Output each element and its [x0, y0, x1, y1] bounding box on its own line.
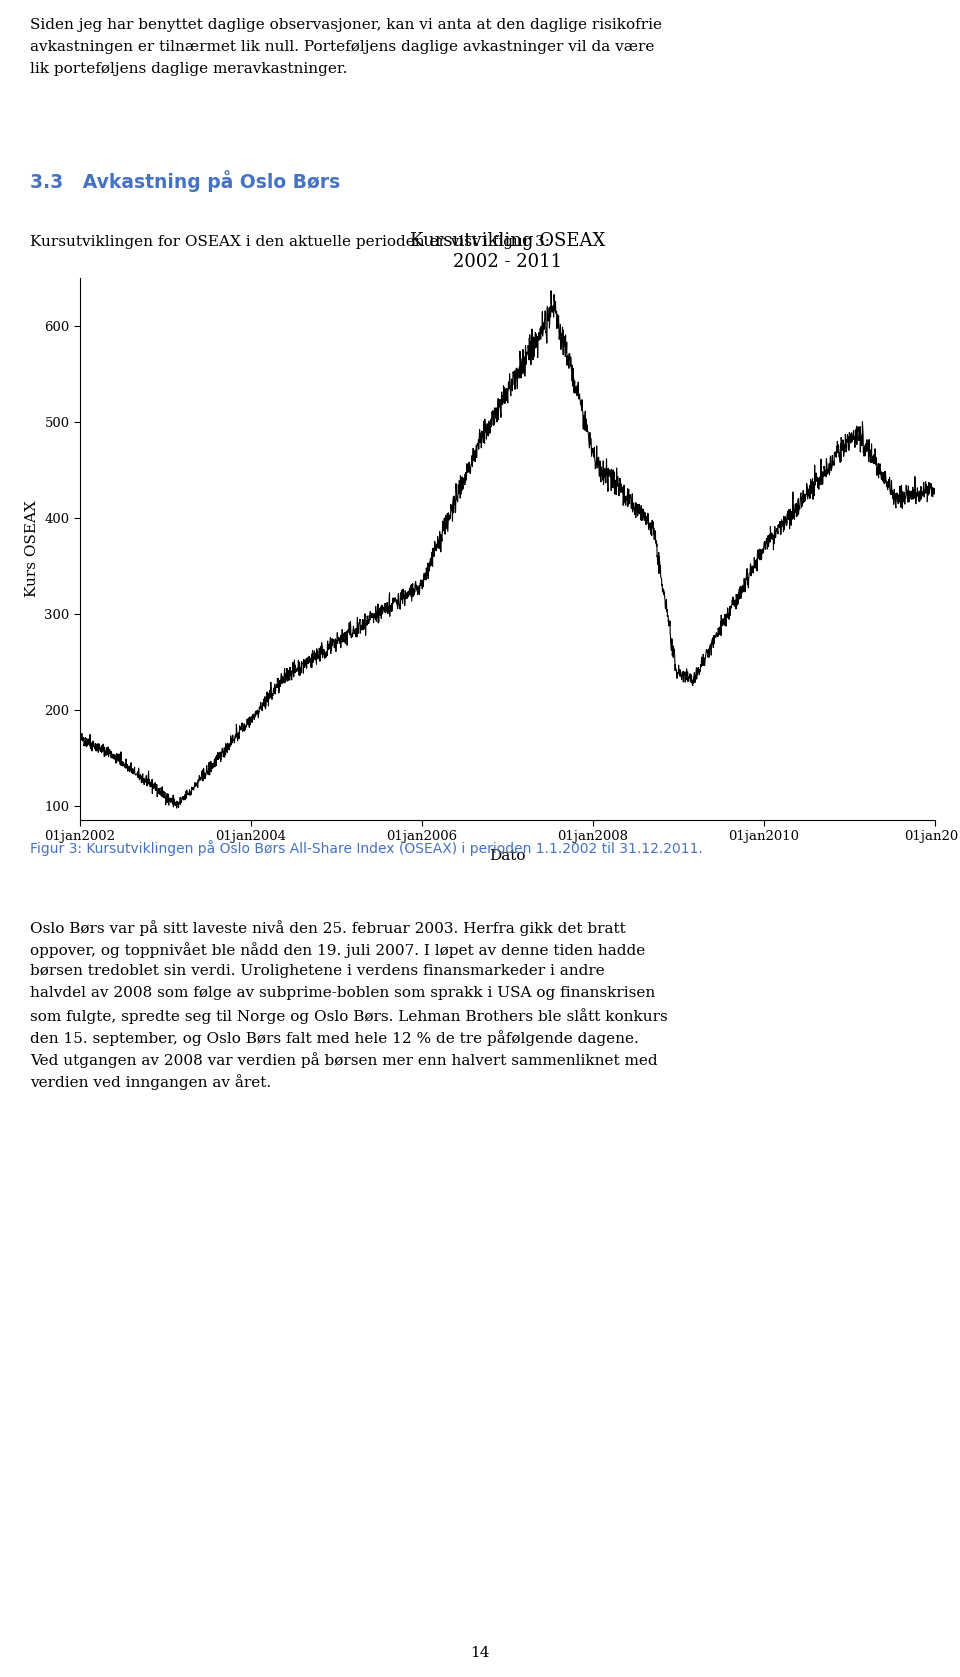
- Text: halvdel av 2008 som følge av subprime-boblen som sprakk i USA og finanskrisen: halvdel av 2008 som følge av subprime-bo…: [30, 986, 656, 999]
- Text: avkastningen er tilnærmet lik null. Porteføljens daglige avkastninger vil da vær: avkastningen er tilnærmet lik null. Port…: [30, 40, 655, 54]
- Text: som fulgte, spredte seg til Norge og Oslo Børs. Lehman Brothers ble slått konkur: som fulgte, spredte seg til Norge og Osl…: [30, 1008, 668, 1025]
- Text: Ved utgangen av 2008 var verdien på børsen mer enn halvert sammenliknet med: Ved utgangen av 2008 var verdien på børs…: [30, 1051, 658, 1068]
- Text: børsen tredoblet sin verdi. Urolighetene i verdens finansmarkeder i andre: børsen tredoblet sin verdi. Urolighetene…: [30, 964, 605, 978]
- Text: 3.3   Avkastning på Oslo Børs: 3.3 Avkastning på Oslo Børs: [30, 169, 340, 191]
- Text: Kursutviklingen for OSEAX i den aktuelle perioden er vist i figur 3:: Kursutviklingen for OSEAX i den aktuelle…: [30, 235, 550, 248]
- Y-axis label: Kurs OSEAX: Kurs OSEAX: [25, 500, 38, 597]
- Text: 14: 14: [470, 1647, 490, 1660]
- Text: Oslo Børs var på sitt laveste nivå den 25. februar 2003. Herfra gikk det bratt: Oslo Børs var på sitt laveste nivå den 2…: [30, 921, 626, 936]
- Text: Figur 3: Kursutviklingen på Oslo Børs All-Share Index (OSEAX) i perioden 1.1.200: Figur 3: Kursutviklingen på Oslo Børs Al…: [30, 840, 703, 855]
- Text: den 15. september, og Oslo Børs falt med hele 12 % de tre påfølgende dagene.: den 15. september, og Oslo Børs falt med…: [30, 1030, 638, 1046]
- X-axis label: Dato: Dato: [490, 849, 526, 864]
- Text: Siden jeg har benyttet daglige observasjoner, kan vi anta at den daglige risikof: Siden jeg har benyttet daglige observasj…: [30, 18, 662, 32]
- Text: oppover, og toppnivået ble nådd den 19. juli 2007. I løpet av denne tiden hadde: oppover, og toppnivået ble nådd den 19. …: [30, 942, 645, 958]
- Text: lik porteføljens daglige meravkastninger.: lik porteføljens daglige meravkastninger…: [30, 62, 348, 75]
- Title: Kursutvikling OSEAX
2002 - 2011: Kursutvikling OSEAX 2002 - 2011: [410, 231, 605, 272]
- Text: verdien ved inngangen av året.: verdien ved inngangen av året.: [30, 1073, 271, 1090]
